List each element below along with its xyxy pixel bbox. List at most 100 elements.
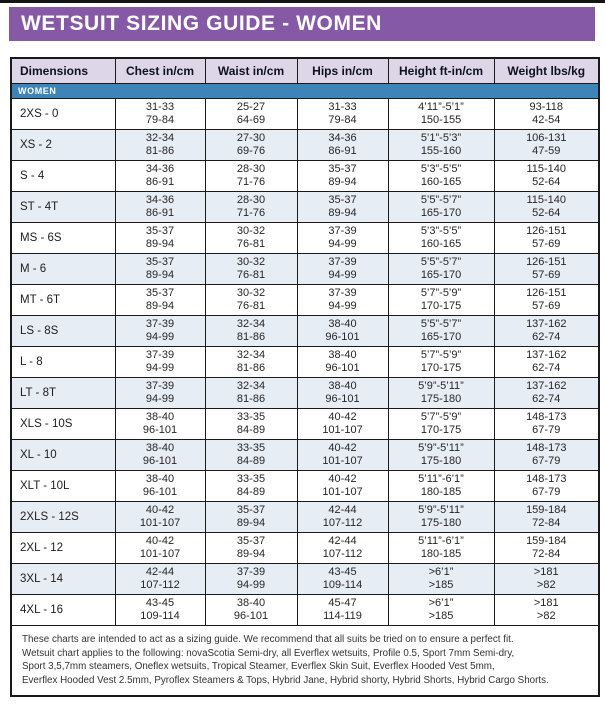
chest-cell: 40-42 101-107 [114, 501, 206, 533]
size-row: 3XL - 14 42-44 107-112 37-39 94-99 43-45 109-1… [10, 563, 600, 595]
chest-cell: 38-40 96-101 [114, 439, 206, 471]
size-row: M - 6 35-37 89-94 30-32 76-81 37-39 94-99 5’5”-… [10, 253, 600, 285]
column-header-height: Height ft-in/cm [387, 57, 495, 84]
footnote: These charts are intended to act as a si… [10, 625, 600, 697]
size-row: XS - 2 32-34 81-86 27-30 69-76 34-36 86-91 5’1”… [10, 129, 600, 161]
weight-cell: 148-173 67-79 [493, 408, 600, 440]
weight-cell: 126-151 57-69 [493, 253, 600, 285]
weight-cell: 137-162 62-74 [493, 315, 600, 347]
weight-cell: 159-184 72-84 [493, 532, 600, 564]
weight-cell: 106-131 47-59 [493, 129, 600, 161]
waist-cell: 27-30 69-76 [204, 129, 298, 161]
hips-cell: 34-36 86-91 [296, 129, 389, 161]
chest-cell: 37-39 94-99 [114, 377, 206, 409]
size-cell: XLT - 10L [10, 470, 116, 502]
size-row: 2XL - 12 40-42 101-107 35-37 89-94 42-44 107-1… [10, 532, 600, 564]
size-row: 4XL - 16 43-45 109-114 38-40 96-101 45-47 114-… [10, 594, 600, 626]
size-cell: S - 4 [10, 160, 116, 192]
chest-cell: 31-33 79-84 [114, 98, 206, 130]
height-cell: 5’11”-6’1” 180-185 [387, 470, 495, 502]
weight-cell: 159-184 72-84 [493, 501, 600, 533]
size-row: MS - 6S 35-37 89-94 30-32 76-81 37-39 94-99 5’3… [10, 222, 600, 254]
page-title: WETSUIT SIZING GUIDE - WOMEN [21, 12, 382, 35]
size-row: MT - 6T 35-37 89-94 30-32 76-81 37-39 94-99 5’7… [10, 284, 600, 316]
chest-cell: 40-42 101-107 [114, 532, 206, 564]
size-row: XL - 10 38-40 96-101 33-35 84-89 40-42 101-107… [10, 439, 600, 471]
chest-cell: 34-36 86-91 [114, 160, 206, 192]
hips-cell: 37-39 94-99 [296, 222, 389, 254]
column-header-hips: Hips in/cm [296, 57, 389, 84]
chest-cell: 32-34 81-86 [114, 129, 206, 161]
size-cell: LS - 8S [10, 315, 116, 347]
section-label: WOMEN [10, 83, 600, 99]
hips-cell: 38-40 96-101 [296, 377, 389, 409]
waist-cell: 33-35 84-89 [204, 408, 298, 440]
size-row: 2XS - 0 31-33 79-84 25-27 64-69 31-33 79-84 4’1… [10, 98, 600, 130]
column-header-chest: Chest in/cm [114, 57, 206, 84]
height-cell: 5’5”-5’7” 165-170 [387, 253, 495, 285]
hips-cell: 42-44 107-112 [296, 532, 389, 564]
waist-cell: 32-34 81-86 [204, 315, 298, 347]
footnote-line: Sport 3,5,7mm steamers, Oneflex wetsuits… [22, 661, 495, 673]
size-cell: L - 8 [10, 346, 116, 378]
size-row: ST - 4T 34-36 86-91 28-30 71-76 35-37 89-94 5’5… [10, 191, 600, 223]
waist-cell: 32-34 81-86 [204, 377, 298, 409]
waist-cell: 25-27 64-69 [204, 98, 298, 130]
height-cell: 4’11”-5’1” 150-155 [387, 98, 495, 130]
hips-cell: 31-33 79-84 [296, 98, 389, 130]
waist-cell: 30-32 76-81 [204, 253, 298, 285]
weight-cell: 126-151 57-69 [493, 284, 600, 316]
waist-cell: 28-30 71-76 [204, 191, 298, 223]
height-cell: 5’11”-6’1” 180-185 [387, 532, 495, 564]
weight-cell: 148-173 67-79 [493, 470, 600, 502]
size-row: L - 8 37-39 94-99 32-34 81-86 38-40 96-101 5’7”… [10, 346, 600, 378]
size-cell: ST - 4T [10, 191, 116, 223]
height-cell: >6’1” >185 [387, 563, 495, 595]
column-header-waist: Waist in/cm [204, 57, 298, 84]
height-cell: >6’1” >185 [387, 594, 495, 626]
size-row: 2XLS - 12S 40-42 101-107 35-37 89-94 42-44 107… [10, 501, 600, 533]
chest-cell: 35-37 89-94 [114, 284, 206, 316]
weight-cell: 137-162 62-74 [493, 377, 600, 409]
hips-cell: 35-37 89-94 [296, 160, 389, 192]
weight-cell: 115-140 52-64 [493, 160, 600, 192]
size-cell: 2XL - 12 [10, 532, 116, 564]
chest-cell: 38-40 96-101 [114, 470, 206, 502]
hips-cell: 37-39 94-99 [296, 253, 389, 285]
footnote-line: These charts are intended to act as a si… [22, 634, 514, 645]
hips-cell: 45-47 114-119 [296, 594, 389, 626]
column-header-dimensions: Dimensions [10, 57, 116, 84]
hips-cell: 43-45 109-114 [296, 563, 389, 595]
hips-cell: 40-42 101-107 [296, 408, 389, 440]
height-cell: 5’9”-5’11” 175-180 [387, 501, 495, 533]
footnote-row: These charts are intended to act as a si… [10, 625, 600, 697]
size-cell: LT - 8T [10, 377, 116, 409]
hips-cell: 38-40 96-101 [296, 346, 389, 378]
waist-cell: 30-32 76-81 [204, 284, 298, 316]
chest-cell: 35-37 89-94 [114, 253, 206, 285]
waist-cell: 33-35 84-89 [204, 439, 298, 471]
chest-cell: 38-40 96-101 [114, 408, 206, 440]
height-cell: 5’7”-5’9” 170-175 [387, 408, 495, 440]
waist-cell: 35-37 89-94 [204, 532, 298, 564]
waist-cell: 33-35 84-89 [204, 470, 298, 502]
chest-cell: 37-39 94-99 [114, 346, 206, 378]
chest-cell: 42-44 107-112 [114, 563, 206, 595]
height-cell: 5’5”-5’7” 165-170 [387, 191, 495, 223]
size-row: S - 4 34-36 86-91 28-30 71-76 35-37 89-94 5’3”-… [10, 160, 600, 192]
waist-cell: 38-40 96-101 [204, 594, 298, 626]
weight-cell: 137-162 62-74 [493, 346, 600, 378]
waist-cell: 30-32 76-81 [204, 222, 298, 254]
size-cell: MS - 6S [10, 222, 116, 254]
weight-cell: >181 >82 [493, 594, 600, 626]
weight-cell: 115-140 52-64 [493, 191, 600, 223]
size-cell: 3XL - 14 [10, 563, 116, 595]
weight-cell: 93-118 42-54 [493, 98, 600, 130]
table-header-row: Dimensions Chest in/cm Waist in/cm Hips … [10, 57, 600, 84]
section-row-women: WOMEN [10, 83, 600, 99]
height-cell: 5’7”-5’9” 170-175 [387, 346, 495, 378]
chest-cell: 43-45 109-114 [114, 594, 206, 626]
title-band: WETSUIT SIZING GUIDE - WOMEN [9, 7, 595, 41]
size-cell: 2XS - 0 [10, 98, 116, 130]
